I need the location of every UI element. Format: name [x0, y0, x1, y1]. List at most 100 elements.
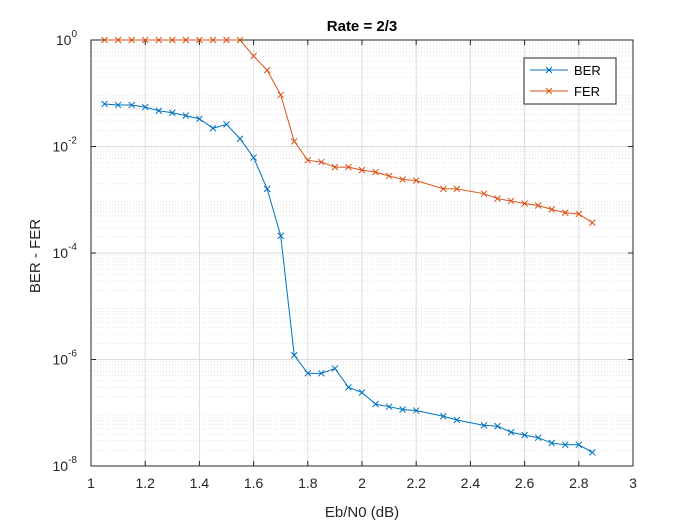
series-fer: [101, 36, 596, 227]
data-point-ber: [263, 185, 271, 193]
data-point-ber: [345, 383, 352, 391]
legend-label: BER: [574, 63, 601, 78]
data-point-fer: [209, 36, 217, 44]
x-tick-label: 2.4: [461, 475, 481, 491]
data-point-ber: [588, 449, 596, 456]
data-point-fer: [399, 176, 407, 183]
data-point-fer: [453, 185, 461, 193]
data-point-ber: [209, 124, 217, 132]
series-layer: [101, 36, 596, 456]
y-tick-label: 10-4: [53, 242, 78, 261]
data-point-fer: [331, 163, 339, 171]
data-point-fer: [372, 168, 379, 176]
data-point-fer: [277, 91, 285, 99]
data-point-ber: [480, 421, 488, 429]
data-point-ber: [141, 103, 149, 111]
x-tick-label: 2: [358, 475, 366, 491]
data-point-fer: [345, 163, 352, 171]
data-point-ber: [331, 365, 339, 372]
data-point-fer: [141, 36, 149, 44]
data-point-fer: [358, 166, 366, 174]
data-point-ber: [250, 154, 257, 161]
data-point-fer: [385, 172, 393, 180]
data-point-fer: [168, 36, 176, 44]
data-point-ber: [114, 101, 122, 109]
data-point-fer: [101, 36, 108, 44]
x-tick-label: 2.2: [406, 475, 426, 491]
data-point-ber: [290, 351, 298, 359]
legend-label: FER: [574, 84, 600, 99]
data-point-ber: [128, 101, 136, 109]
data-point-ber: [168, 109, 176, 117]
legend-marker: [545, 66, 553, 74]
data-point-ber: [182, 112, 190, 119]
data-point-fer: [412, 177, 420, 184]
data-point-fer: [304, 156, 312, 164]
x-tick-labels: 1 1.2 1.4 1.6 1.8 2 2.2 2.4 2.6 2.8 3: [87, 475, 637, 491]
data-point-ber: [412, 407, 420, 414]
x-axis-label: Eb/N0 (dB): [325, 504, 399, 521]
data-point-ber: [575, 441, 583, 449]
data-point-fer: [548, 206, 556, 213]
x-tick-label: 1.6: [244, 475, 264, 491]
data-point-fer: [223, 36, 230, 44]
data-point-fer: [290, 137, 298, 145]
y-tick-labels: 100 10-2 10-4 10-6 10-8: [53, 29, 78, 474]
data-point-fer: [182, 36, 190, 44]
x-tick-label: 1.4: [190, 475, 210, 491]
data-point-ber: [399, 406, 407, 413]
data-point-fer: [494, 195, 501, 202]
data-point-ber: [236, 135, 244, 143]
data-point-ber: [155, 107, 163, 115]
chart-title: Rate = 2/3: [327, 18, 397, 35]
legend: BER FER: [523, 57, 617, 105]
data-point-ber: [548, 439, 556, 447]
data-point-fer: [250, 52, 257, 60]
data-point-ber: [223, 121, 230, 128]
data-point-fer: [439, 185, 447, 193]
x-tick-label: 2.6: [515, 475, 535, 491]
y-axis-label: BER - FER: [27, 219, 44, 293]
data-point-ber: [372, 400, 379, 408]
x-tick-label: 1: [87, 475, 95, 491]
data-point-fer: [196, 36, 203, 44]
data-point-ber: [317, 369, 325, 377]
data-point-fer: [128, 36, 136, 44]
x-tick-label: 3: [629, 475, 637, 491]
data-point-ber: [439, 412, 447, 420]
data-point-fer: [561, 209, 569, 217]
data-point-fer: [480, 190, 488, 198]
data-point-fer: [507, 197, 515, 205]
x-tick-label: 2.8: [569, 475, 589, 491]
y-tick-label: 10-8: [53, 455, 78, 474]
x-tick-label: 1.2: [135, 475, 155, 491]
data-point-fer: [236, 36, 244, 44]
data-point-fer: [521, 200, 528, 207]
y-tick-label: 10-6: [53, 349, 78, 368]
legend-marker: [545, 87, 553, 95]
major-grid: [91, 40, 633, 466]
data-point-fer: [155, 36, 163, 44]
data-point-ber: [494, 422, 501, 430]
data-point-fer: [114, 36, 122, 44]
data-point-ber: [561, 441, 569, 449]
data-point-fer: [575, 210, 583, 218]
y-tick-label: 100: [56, 29, 78, 48]
axis-ticks: [90, 39, 634, 467]
data-point-ber: [277, 232, 285, 240]
data-point-ber: [101, 100, 108, 108]
data-point-fer: [534, 202, 542, 209]
legend-entry-ber: BER: [530, 63, 601, 78]
data-point-fer: [263, 66, 271, 74]
y-tick-label: 10-2: [53, 136, 78, 155]
data-point-ber: [196, 115, 203, 123]
data-point-ber: [304, 369, 312, 377]
data-point-ber: [521, 431, 528, 439]
legend-entry-fer: FER: [530, 84, 600, 99]
data-point-ber: [534, 434, 542, 442]
data-point-fer: [588, 219, 596, 227]
x-tick-label: 1.8: [298, 475, 318, 491]
data-point-ber: [358, 389, 366, 396]
